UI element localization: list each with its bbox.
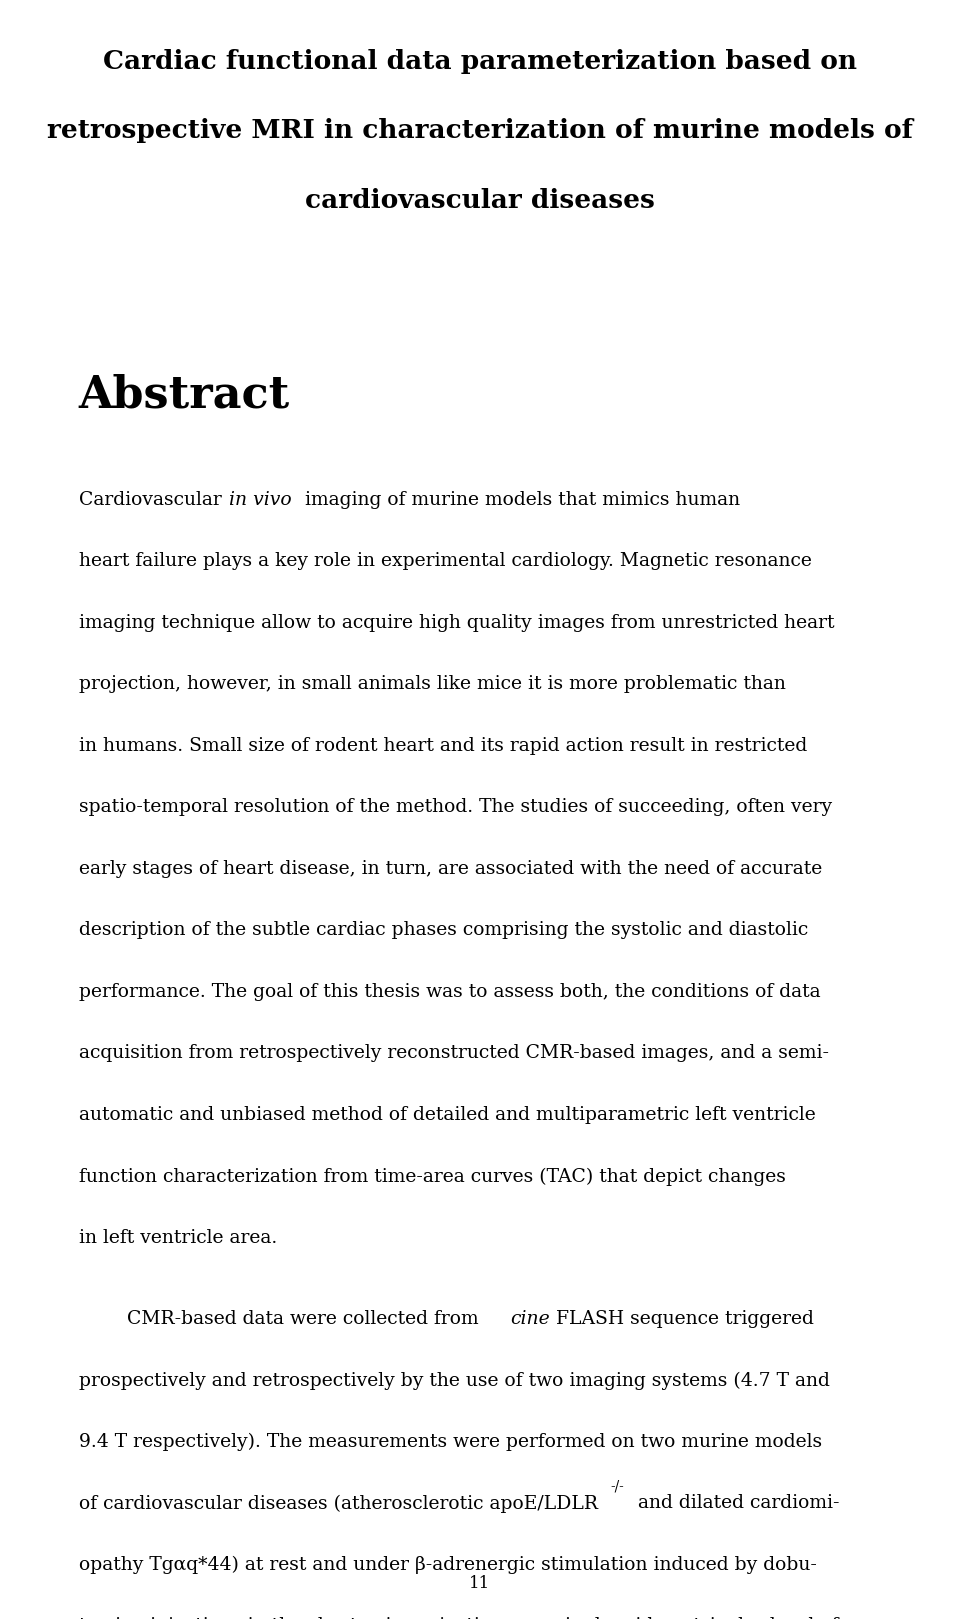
Text: prospectively and retrospectively by the use of two imaging systems (4.7 T and: prospectively and retrospectively by the… <box>79 1371 829 1389</box>
Text: retrospective MRI in characterization of murine models of: retrospective MRI in characterization of… <box>47 118 913 142</box>
Text: heart failure plays a key role in experimental cardiology. Magnetic resonance: heart failure plays a key role in experi… <box>79 552 811 570</box>
Text: in vivo: in vivo <box>229 491 292 508</box>
Text: Cardiac functional data parameterization based on: Cardiac functional data parameterization… <box>103 49 857 73</box>
Text: imaging of murine models that mimics human: imaging of murine models that mimics hum… <box>300 491 740 508</box>
Text: performance. The goal of this thesis was to assess both, the conditions of data: performance. The goal of this thesis was… <box>79 983 821 1001</box>
Text: Cardiovascular: Cardiovascular <box>79 491 228 508</box>
Text: imaging technique allow to acquire high quality images from unrestricted heart: imaging technique allow to acquire high … <box>79 614 834 631</box>
Text: projection, however, in small animals like mice it is more problematic than: projection, however, in small animals li… <box>79 675 785 693</box>
Text: opathy Tgαq*44) at rest and under β-adrenergic stimulation induced by dobu-: opathy Tgαq*44) at rest and under β-adre… <box>79 1556 817 1574</box>
Text: cine: cine <box>510 1310 550 1328</box>
Text: in humans. Small size of rodent heart and its rapid action result in restricted: in humans. Small size of rodent heart an… <box>79 737 807 754</box>
Text: and dilated cardiomi-: and dilated cardiomi- <box>632 1494 840 1512</box>
Text: in left ventricle area.: in left ventricle area. <box>79 1229 277 1247</box>
Text: 11: 11 <box>469 1575 491 1591</box>
Text: description of the subtle cardiac phases comprising the systolic and diastolic: description of the subtle cardiac phases… <box>79 921 808 939</box>
Text: cardiovascular diseases: cardiovascular diseases <box>305 188 655 212</box>
Text: FLASH sequence triggered: FLASH sequence triggered <box>550 1310 814 1328</box>
Text: automatic and unbiased method of detailed and multiparametric left ventricle: automatic and unbiased method of detaile… <box>79 1106 815 1124</box>
Text: spatio-temporal resolution of the method. The studies of succeeding, often very: spatio-temporal resolution of the method… <box>79 798 832 816</box>
Text: Abstract: Abstract <box>79 374 290 418</box>
Text: function characterization from time-area curves (TAC) that depict changes: function characterization from time-area… <box>79 1167 785 1185</box>
Text: -/-: -/- <box>611 1480 624 1494</box>
Text: early stages of heart disease, in turn, are associated with the need of accurate: early stages of heart disease, in turn, … <box>79 860 822 877</box>
Text: 9.4 T respectively). The measurements were performed on two murine models: 9.4 T respectively). The measurements we… <box>79 1433 822 1451</box>
Text: CMR-based data were collected from: CMR-based data were collected from <box>79 1310 485 1328</box>
Text: of cardiovascular diseases (atherosclerotic apoE/LDLR: of cardiovascular diseases (atherosclero… <box>79 1494 598 1512</box>
Text: acquisition from retrospectively reconstructed CMR-based images, and a semi-: acquisition from retrospectively reconst… <box>79 1044 828 1062</box>
